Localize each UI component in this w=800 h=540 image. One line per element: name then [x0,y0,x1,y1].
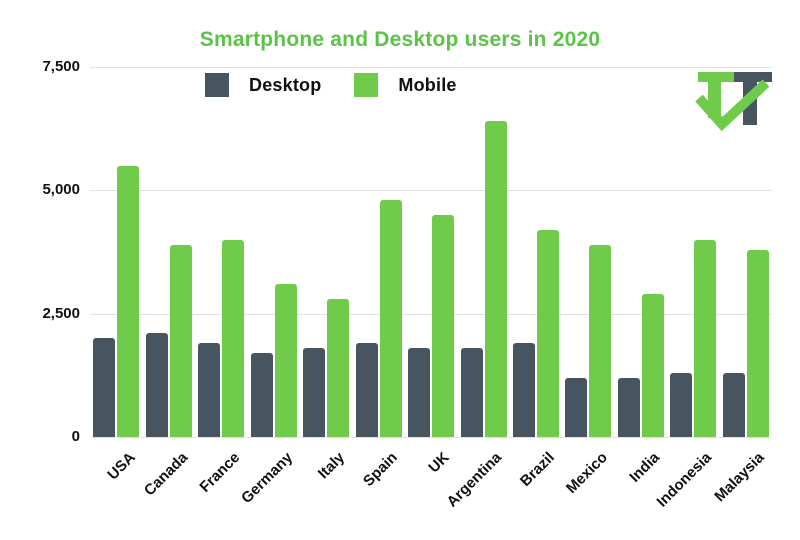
bar-desktop-spain [355,343,378,437]
bar-mobile-brazil [536,229,559,437]
bar-mobile-germany [274,284,297,437]
bar-desktop-indonesia [670,372,693,437]
bar-mobile-spain [379,200,402,437]
gridline-0 [90,437,772,438]
x-tick-label-italy: Italy [314,449,349,483]
bar-mobile-india [641,293,664,437]
bar-desktop-usa [93,338,116,437]
bar-mobile-argentina [484,121,507,437]
bar-desktop-germany [250,353,273,437]
bar-mobile-mexico [589,244,612,437]
x-tick-label-argentina: Argentina [443,449,506,511]
x-tick-label-france: France [196,449,244,496]
y-tick-label-0: 0 [71,428,80,445]
gridline-7-500 [90,67,772,68]
bar-desktop-brazil [512,343,535,437]
x-tick-label-malaysia: Malaysia [711,449,768,506]
bar-desktop-france [198,343,221,437]
legend-label-desktop: Desktop [249,74,322,95]
y-tick-label-5-000: 5,000 [42,181,80,199]
x-tick-label-usa: USA [103,449,139,484]
bar-mobile-italy [327,298,350,437]
bar-mobile-malaysia [746,249,769,437]
bar-mobile-usa [117,165,140,437]
legend-item-mobile: Mobile [354,73,456,97]
x-tick-label-indonesia: Indonesia [653,449,716,511]
gridline-2-500 [90,313,772,315]
bar-mobile-france [222,239,245,437]
y-tick-label-7-500: 7,500 [42,58,80,75]
bar-desktop-argentina [460,348,483,437]
bar-desktop-uk [408,348,430,437]
bar-desktop-italy [303,348,326,437]
x-tick-label-india: India [626,449,663,486]
x-tick-label-germany: Germany [237,449,296,508]
bar-desktop-canada [145,333,168,437]
chart-title: Smartphone and Desktop users in 2020 [199,28,601,51]
bar-mobile-uk [432,215,454,437]
legend: Desktop Mobile [205,73,457,97]
bar-desktop-mexico [565,377,588,437]
legend-label-mobile: Mobile [398,74,457,95]
x-tick-label-brazil: Brazil [516,449,558,490]
bar-desktop-malaysia [722,372,745,437]
tt-check-logo-icon [695,72,772,132]
bar-mobile-canada [169,244,192,437]
desktop-swatch-icon [205,73,229,97]
legend-item-desktop: Desktop [205,73,321,97]
x-tick-label-mexico: Mexico [562,449,611,497]
x-tick-label-canada: Canada [140,449,191,500]
gridline-5-000 [90,190,772,192]
bar-desktop-india [617,377,640,437]
mobile-swatch-icon [354,73,379,97]
bar-mobile-indonesia [694,239,717,437]
y-tick-label-2-500: 2,500 [42,304,80,322]
x-tick-label-uk: UK [425,449,454,477]
x-tick-label-spain: Spain [359,449,401,490]
